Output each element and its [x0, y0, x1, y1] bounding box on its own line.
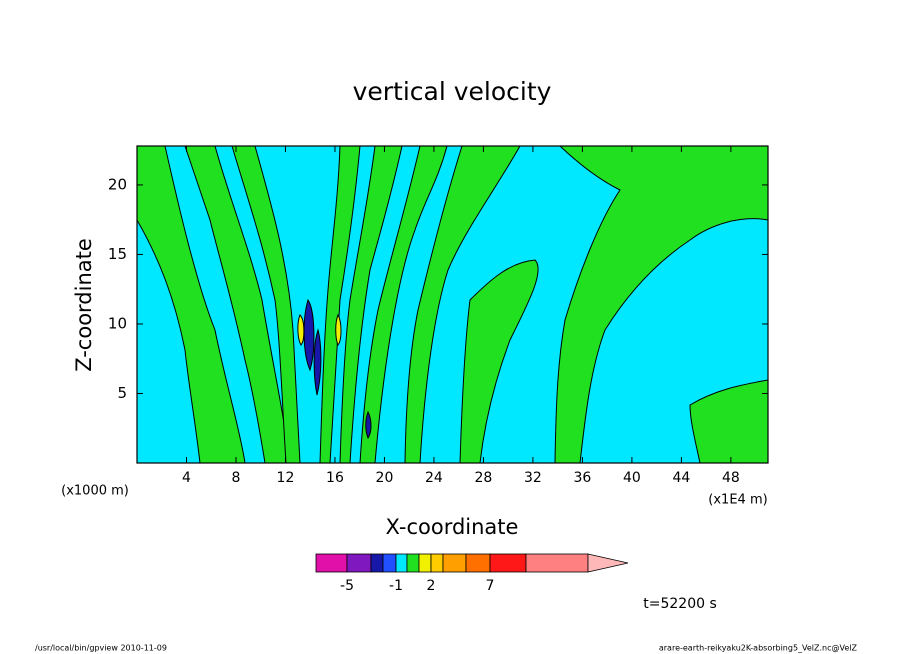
colorbar-segment — [430, 553, 444, 573]
x-tick-label: 40 — [623, 470, 641, 486]
x-tick-label: 32 — [524, 470, 542, 486]
contour-band — [459, 259, 539, 464]
y-axis-label: Z-coordinate — [72, 238, 96, 372]
x-axis-label: X-coordinate — [386, 515, 519, 539]
contour-blob — [303, 298, 315, 372]
colorbar-segment — [346, 553, 372, 573]
colorbar-segment — [395, 553, 408, 573]
plot-frame — [136, 145, 769, 464]
contour-band — [231, 145, 301, 464]
y-unit: (x1000 m) — [61, 484, 129, 499]
colorbar-segment — [418, 553, 432, 573]
colorbar-segment — [442, 553, 467, 573]
x-tick-label: 8 — [232, 470, 241, 486]
chart-title: vertical velocity — [353, 77, 552, 106]
colorbar-segment — [465, 553, 491, 573]
colorbar-segment — [370, 553, 384, 573]
contour-blob — [335, 313, 342, 346]
colorbar-extension — [587, 553, 629, 573]
colorbar-label: -1 — [389, 578, 403, 594]
x-tick-label: 48 — [722, 470, 740, 486]
x-tick-label: 28 — [475, 470, 493, 486]
colorbar-label: 2 — [427, 578, 436, 594]
colorbar-segment — [525, 553, 589, 573]
colorbar-label: -5 — [340, 578, 354, 594]
x-tick-label: 44 — [672, 470, 690, 486]
x-tick-label: 4 — [182, 470, 191, 486]
time-label: t=52200 s — [643, 596, 717, 612]
contour-blob — [313, 328, 322, 396]
x-tick-label: 36 — [573, 470, 591, 486]
y-tick-label: 15 — [108, 245, 127, 263]
y-tick-label: 5 — [117, 384, 127, 402]
contour-blob — [297, 314, 305, 346]
footer-right: arare-earth-reikyaku2K-absorbing5_VelZ.n… — [659, 644, 858, 653]
colorbar-segment — [489, 553, 527, 573]
colorbar-segment — [315, 553, 348, 573]
contour-blob — [365, 410, 372, 440]
colorbar-segment — [382, 553, 397, 573]
x-unit: (x1E4 m) — [708, 493, 767, 508]
colorbar: -5 -1 2 7 — [315, 553, 629, 594]
footer-left: /usr/local/bin/gpview 2010-11-09 — [35, 644, 167, 653]
contour-field — [136, 145, 769, 464]
x-tick-label: 20 — [376, 470, 394, 486]
y-tick-label: 10 — [108, 314, 127, 332]
colorbar-label: 7 — [486, 578, 495, 594]
y-tick-label: 20 — [108, 175, 127, 193]
colorbar-segment — [406, 553, 420, 573]
x-tick-label: 24 — [425, 470, 443, 486]
x-tick-label: 16 — [326, 470, 344, 486]
contour-band — [319, 145, 361, 464]
x-tick-label: 12 — [277, 470, 295, 486]
